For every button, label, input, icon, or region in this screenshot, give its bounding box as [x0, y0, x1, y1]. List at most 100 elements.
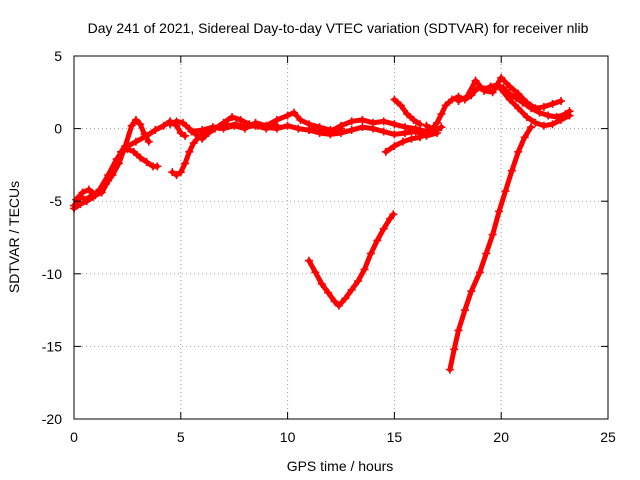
- data-point-marker: [398, 137, 407, 146]
- data-point-marker: [390, 120, 399, 129]
- data-point-marker: [497, 73, 506, 82]
- data-point-marker: [480, 86, 489, 95]
- data-point-marker: [389, 210, 398, 219]
- data-point-marker: [548, 99, 557, 108]
- data-point-marker: [324, 288, 333, 297]
- data-point-marker: [386, 214, 395, 223]
- data-point-marker: [178, 118, 187, 127]
- data-point-marker: [347, 117, 356, 126]
- data-point-marker: [531, 104, 540, 113]
- data-point-marker: [437, 123, 446, 132]
- data-point-marker: [347, 126, 356, 135]
- y-tick-label: 0: [54, 121, 62, 137]
- data-point-marker: [454, 97, 463, 106]
- data-point-marker: [251, 118, 260, 127]
- data-point-marker: [82, 197, 91, 206]
- data-point-marker: [189, 139, 198, 148]
- data-point-marker: [326, 130, 335, 139]
- data-point-marker: [181, 159, 190, 168]
- data-point-marker: [172, 171, 181, 180]
- data-point-marker: [168, 168, 177, 177]
- data-point-marker: [89, 192, 98, 201]
- data-point-marker: [507, 166, 516, 175]
- data-point-marker: [514, 89, 523, 98]
- data-point-marker: [467, 287, 476, 296]
- data-point-marker: [95, 185, 104, 194]
- data-point-marker: [136, 120, 145, 129]
- data-point-marker: [441, 101, 450, 110]
- y-tick-labels: 5 0 -5 -10 -15 -20: [42, 48, 62, 427]
- data-point-marker: [198, 134, 207, 143]
- data-point-marker: [219, 124, 228, 133]
- data-point-marker: [488, 230, 497, 239]
- data-point-marker: [166, 120, 175, 129]
- data-point-marker: [315, 128, 324, 137]
- data-point-marker: [527, 123, 536, 132]
- data-point-marker: [131, 115, 140, 124]
- series-arc-14: [304, 210, 398, 310]
- data-point-marker: [437, 110, 446, 119]
- data-point-marker: [379, 224, 388, 233]
- data-point-marker: [520, 133, 529, 142]
- x-tick-labels: 0 5 10 15 20 25: [70, 429, 616, 445]
- data-point-marker: [539, 102, 548, 111]
- data-point-marker: [304, 126, 313, 135]
- data-point-marker: [424, 128, 433, 137]
- data-point-marker: [112, 155, 121, 164]
- data-point-marker: [448, 95, 457, 104]
- data-point-marker: [283, 111, 292, 120]
- data-point-marker: [565, 111, 574, 120]
- series-arc-10: [390, 95, 425, 129]
- data-point-marker: [390, 95, 399, 104]
- data-point-marker: [272, 115, 281, 124]
- data-point-marker: [548, 120, 557, 129]
- data-point-marker: [240, 124, 249, 133]
- data-point-marker: [127, 121, 136, 130]
- series-arc-12: [454, 73, 566, 113]
- data-point-marker: [539, 121, 548, 130]
- x-tick-label: 10: [280, 429, 296, 445]
- data-point-marker: [121, 143, 130, 152]
- data-point-marker: [407, 134, 416, 143]
- data-point-marker: [390, 130, 399, 139]
- data-point-marker: [501, 187, 510, 196]
- data-point-marker: [495, 207, 504, 216]
- data-point-marker: [187, 127, 196, 136]
- data-point-marker: [433, 118, 442, 127]
- data-point-marker: [381, 147, 390, 156]
- series-arc-15: [445, 123, 536, 374]
- data-point-marker: [262, 123, 271, 132]
- data-point-marker: [198, 126, 207, 135]
- data-point-marker: [366, 249, 375, 258]
- data-point-marker: [514, 104, 523, 113]
- data-point-marker: [379, 117, 388, 126]
- y-tick-label: 5: [54, 48, 62, 64]
- data-point-marker: [136, 153, 145, 162]
- data-point-marker: [272, 124, 281, 133]
- data-point-marker: [409, 115, 418, 124]
- data-point-marker: [475, 268, 484, 277]
- data-point-marker: [460, 306, 469, 315]
- data-point-marker: [337, 121, 345, 130]
- data-point-marker: [482, 249, 491, 258]
- x-tick-label: 20: [493, 429, 509, 445]
- data-point-marker: [471, 76, 480, 85]
- series-trace: [447, 124, 534, 373]
- data-point-marker: [131, 137, 140, 146]
- data-point-marker: [428, 124, 437, 133]
- x-tick-label: 25: [600, 429, 616, 445]
- x-tick-label: 0: [70, 429, 78, 445]
- data-point-marker: [153, 162, 162, 171]
- data-point-marker: [411, 127, 420, 136]
- data-point-marker: [390, 142, 399, 151]
- data-point-marker: [181, 131, 190, 140]
- data-point-marker: [142, 131, 151, 140]
- x-axis-label: GPS time / hours: [287, 458, 394, 474]
- data-point-marker: [531, 118, 540, 127]
- data-point-marker: [78, 188, 87, 197]
- data-point-marker: [360, 265, 369, 274]
- data-point-marker: [358, 115, 367, 124]
- series-trace: [189, 110, 344, 134]
- data-point-marker: [557, 97, 566, 106]
- chart-title: Day 241 of 2021, Sidereal Day-to-day VTE…: [88, 20, 589, 36]
